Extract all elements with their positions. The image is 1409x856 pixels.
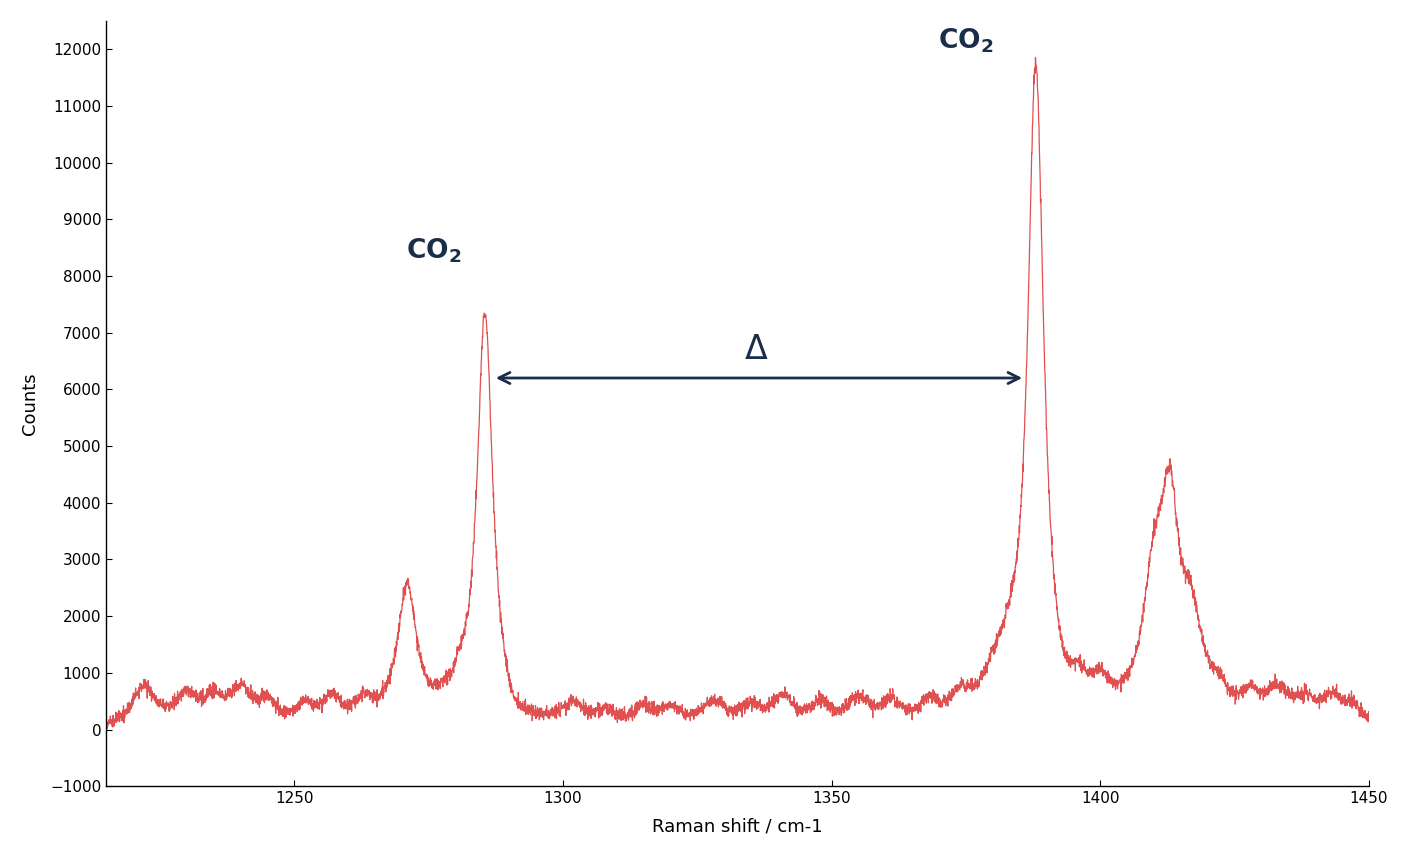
Y-axis label: Counts: Counts [21,372,39,435]
Text: $\Delta$: $\Delta$ [744,333,768,366]
Text: $\mathbf{CO_2}$: $\mathbf{CO_2}$ [406,236,462,265]
Text: $\mathbf{CO_2}$: $\mathbf{CO_2}$ [938,27,993,55]
X-axis label: Raman shift / cm-1: Raman shift / cm-1 [652,817,823,835]
